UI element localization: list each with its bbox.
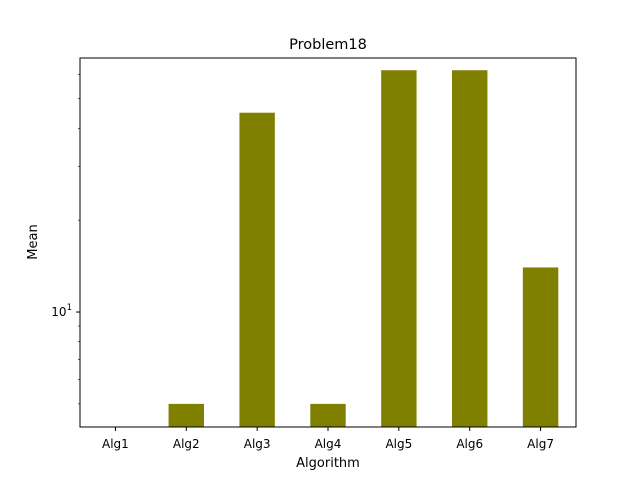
x-tick-label: Alg1 [102, 437, 129, 451]
y-axis-ticks: 101 [51, 74, 80, 405]
bar-alg3 [239, 112, 275, 427]
bar-alg5 [381, 70, 417, 428]
x-tick-label: Alg5 [385, 437, 412, 451]
x-axis-label: Algorithm [296, 456, 360, 471]
bar-alg2 [168, 403, 204, 427]
x-tick-label: Alg7 [527, 437, 554, 451]
bar-alg6 [452, 70, 488, 428]
chart-title: Problem18 [289, 37, 367, 53]
plot-frame [79, 57, 577, 428]
bar-alg7 [522, 267, 559, 427]
bar-alg4 [310, 403, 346, 427]
x-axis-ticks: Alg1 Alg2 Alg3 Alg4 Alg5 Alg6 Alg7 [102, 427, 554, 451]
x-tick-label: Alg3 [244, 437, 271, 451]
x-tick-label: Alg2 [173, 437, 200, 451]
y-axis-label: Mean [26, 224, 41, 259]
bars-group [168, 70, 559, 428]
x-tick-label: Alg4 [315, 437, 342, 451]
x-tick-label: Alg6 [456, 437, 483, 451]
y-tick-label: 101 [51, 303, 72, 319]
